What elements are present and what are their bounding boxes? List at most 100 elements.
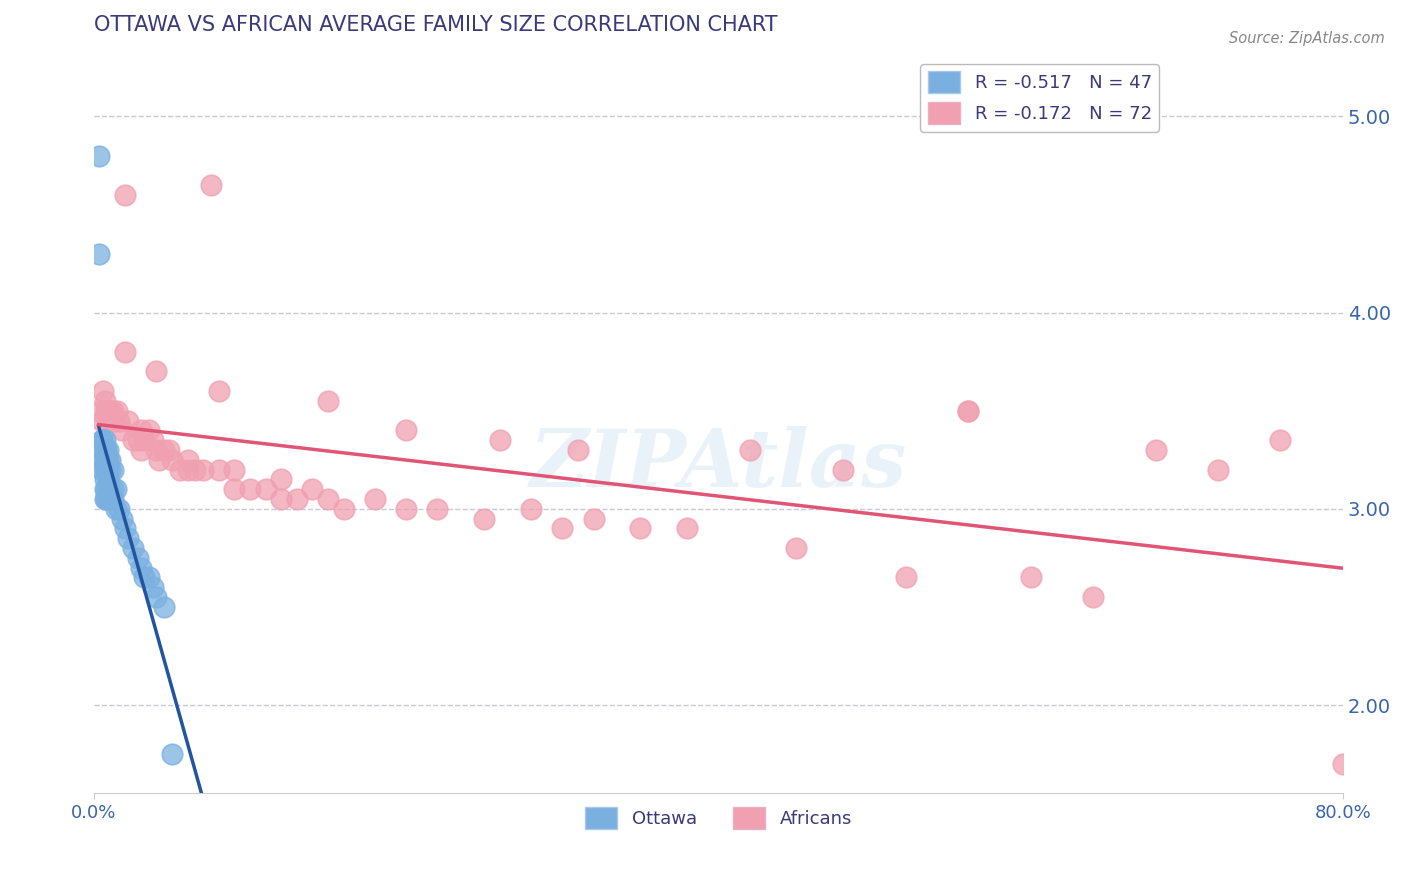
Point [94, 472, 117, 486]
Legend: Ottawa, Africans: Ottawa, Africans [578, 800, 859, 837]
Point [894, 570, 917, 584]
Point [520, 501, 543, 516]
Point [96, 491, 118, 506]
Point [1144, 442, 1167, 457]
Point [184, 462, 207, 476]
Point [97, 442, 120, 457]
Point [176, 462, 198, 476]
Point [122, 433, 145, 447]
Point [87, 246, 110, 260]
Point [395, 501, 418, 516]
Text: Source: ZipAtlas.com: Source: ZipAtlas.com [1229, 31, 1385, 46]
Point [114, 187, 136, 202]
Point [87, 403, 110, 417]
Text: ZIPAtlas: ZIPAtlas [530, 426, 907, 504]
Point [111, 511, 134, 525]
Point [332, 501, 354, 516]
Point [97, 452, 120, 467]
Point [148, 452, 170, 467]
Point [94, 452, 117, 467]
Point [316, 393, 339, 408]
Point [239, 482, 262, 496]
Text: OTTAWA VS AFRICAN AVERAGE FAMILY SIZE CORRELATION CHART: OTTAWA VS AFRICAN AVERAGE FAMILY SIZE CO… [94, 15, 778, 35]
Point [114, 521, 136, 535]
Point [97, 403, 120, 417]
Point [96, 403, 118, 417]
Point [957, 403, 980, 417]
Point [117, 413, 139, 427]
Point [145, 442, 167, 457]
Point [97, 462, 120, 476]
Point [138, 423, 160, 437]
Point [104, 482, 127, 496]
Point [551, 521, 574, 535]
Point [169, 462, 191, 476]
Point [957, 403, 980, 417]
Point [103, 413, 125, 427]
Point [98, 482, 121, 496]
Point [94, 442, 117, 457]
Point [129, 560, 152, 574]
Point [738, 442, 761, 457]
Point [101, 403, 124, 417]
Point [200, 178, 222, 192]
Point [254, 482, 277, 496]
Point [105, 403, 128, 417]
Point [224, 462, 246, 476]
Point [98, 413, 121, 427]
Point [208, 462, 231, 476]
Point [145, 590, 167, 604]
Point [91, 384, 114, 398]
Point [160, 452, 183, 467]
Point [87, 148, 110, 162]
Point [100, 403, 122, 417]
Point [90, 452, 112, 467]
Point [90, 433, 112, 447]
Point [132, 433, 155, 447]
Point [127, 433, 149, 447]
Point [1331, 756, 1354, 771]
Point [127, 550, 149, 565]
Point [96, 442, 118, 457]
Point [176, 452, 198, 467]
Point [97, 472, 120, 486]
Point [114, 344, 136, 359]
Point [101, 462, 124, 476]
Point [90, 462, 112, 476]
Point [108, 501, 131, 516]
Point [1019, 570, 1042, 584]
Point [90, 413, 112, 427]
Point [301, 482, 323, 496]
Point [94, 462, 117, 476]
Point [160, 747, 183, 761]
Point [96, 452, 118, 467]
Point [98, 452, 121, 467]
Point [96, 482, 118, 496]
Point [122, 541, 145, 555]
Point [395, 423, 418, 437]
Point [129, 423, 152, 437]
Point [224, 482, 246, 496]
Point [142, 433, 165, 447]
Point [96, 462, 118, 476]
Point [193, 462, 215, 476]
Point [117, 531, 139, 545]
Point [101, 491, 124, 506]
Point [364, 491, 387, 506]
Point [97, 491, 120, 506]
Point [785, 541, 807, 555]
Point [270, 491, 292, 506]
Point [97, 482, 120, 496]
Point [316, 491, 339, 506]
Point [142, 580, 165, 594]
Point [94, 491, 117, 506]
Point [98, 462, 121, 476]
Point [489, 433, 512, 447]
Point [132, 570, 155, 584]
Point [98, 491, 121, 506]
Point [94, 393, 117, 408]
Point [138, 570, 160, 584]
Point [94, 482, 117, 496]
Point [90, 433, 112, 447]
Point [676, 521, 699, 535]
